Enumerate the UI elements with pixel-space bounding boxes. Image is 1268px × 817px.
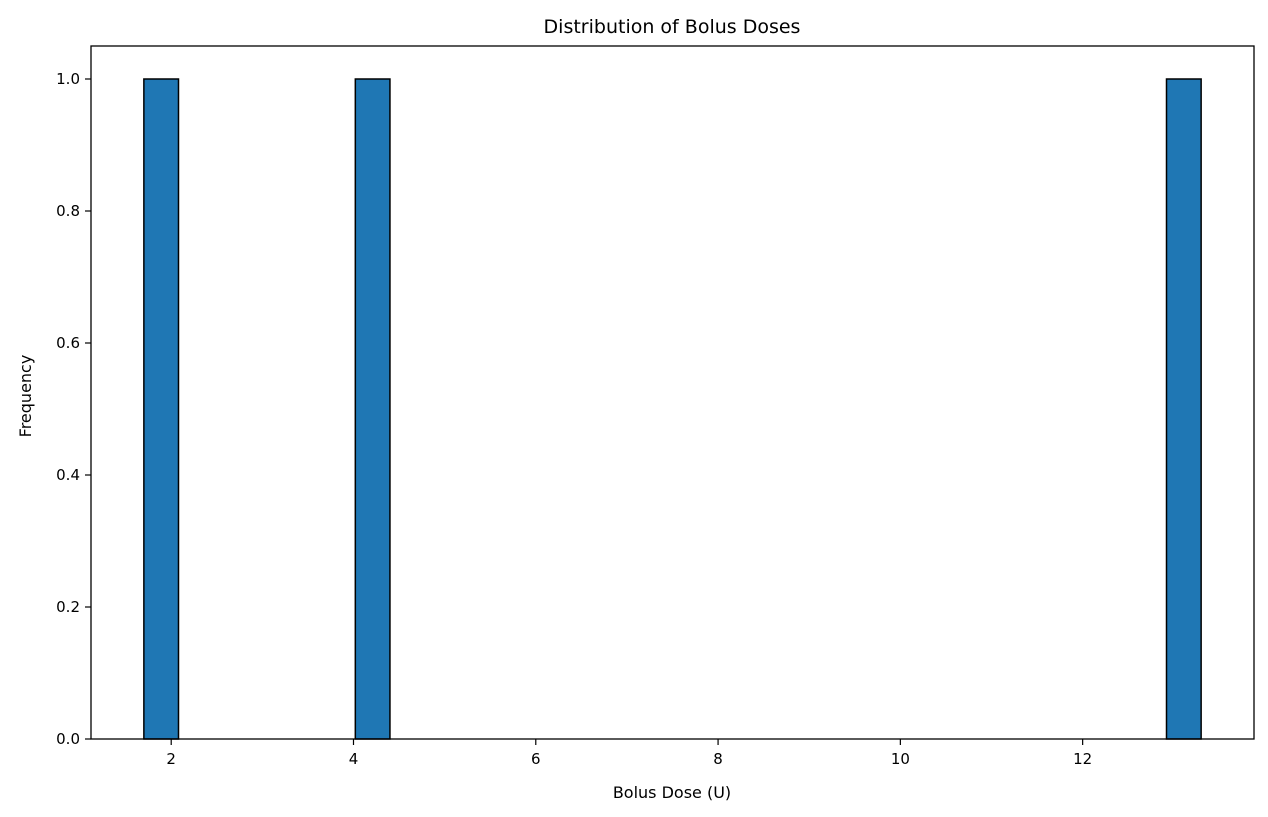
x-tick-label: 2: [166, 750, 176, 768]
y-tick-label: 0.4: [56, 466, 80, 484]
histogram-bar-2: [354, 78, 391, 740]
plot-frame: [90, 45, 1255, 740]
y-tick-label: 0.2: [56, 598, 80, 616]
y-tick-label: 0.6: [56, 334, 80, 352]
y-axis-ticks: 0.0 0.2 0.4 0.6 0.8 1.0: [56, 70, 91, 748]
x-tick-label: 8: [713, 750, 723, 768]
chart-title: Distribution of Bolus Doses: [544, 16, 801, 38]
y-axis-label: Frequency: [16, 355, 35, 438]
x-tick-label: 4: [349, 750, 359, 768]
x-tick-label: 12: [1073, 750, 1092, 768]
x-tick-label: 6: [531, 750, 541, 768]
x-axis-label: Bolus Dose (U): [613, 783, 731, 802]
histogram-bar-3: [1165, 78, 1202, 740]
histogram-bar-1: [143, 78, 180, 740]
y-tick-label: 0.8: [56, 202, 80, 220]
y-tick-label: 1.0: [56, 70, 80, 88]
x-tick-label: 10: [891, 750, 910, 768]
x-axis-ticks: 2 4 6 8 10 12: [166, 739, 1092, 768]
bars-group: [143, 78, 1202, 740]
y-tick-label: 0.0: [56, 730, 80, 748]
